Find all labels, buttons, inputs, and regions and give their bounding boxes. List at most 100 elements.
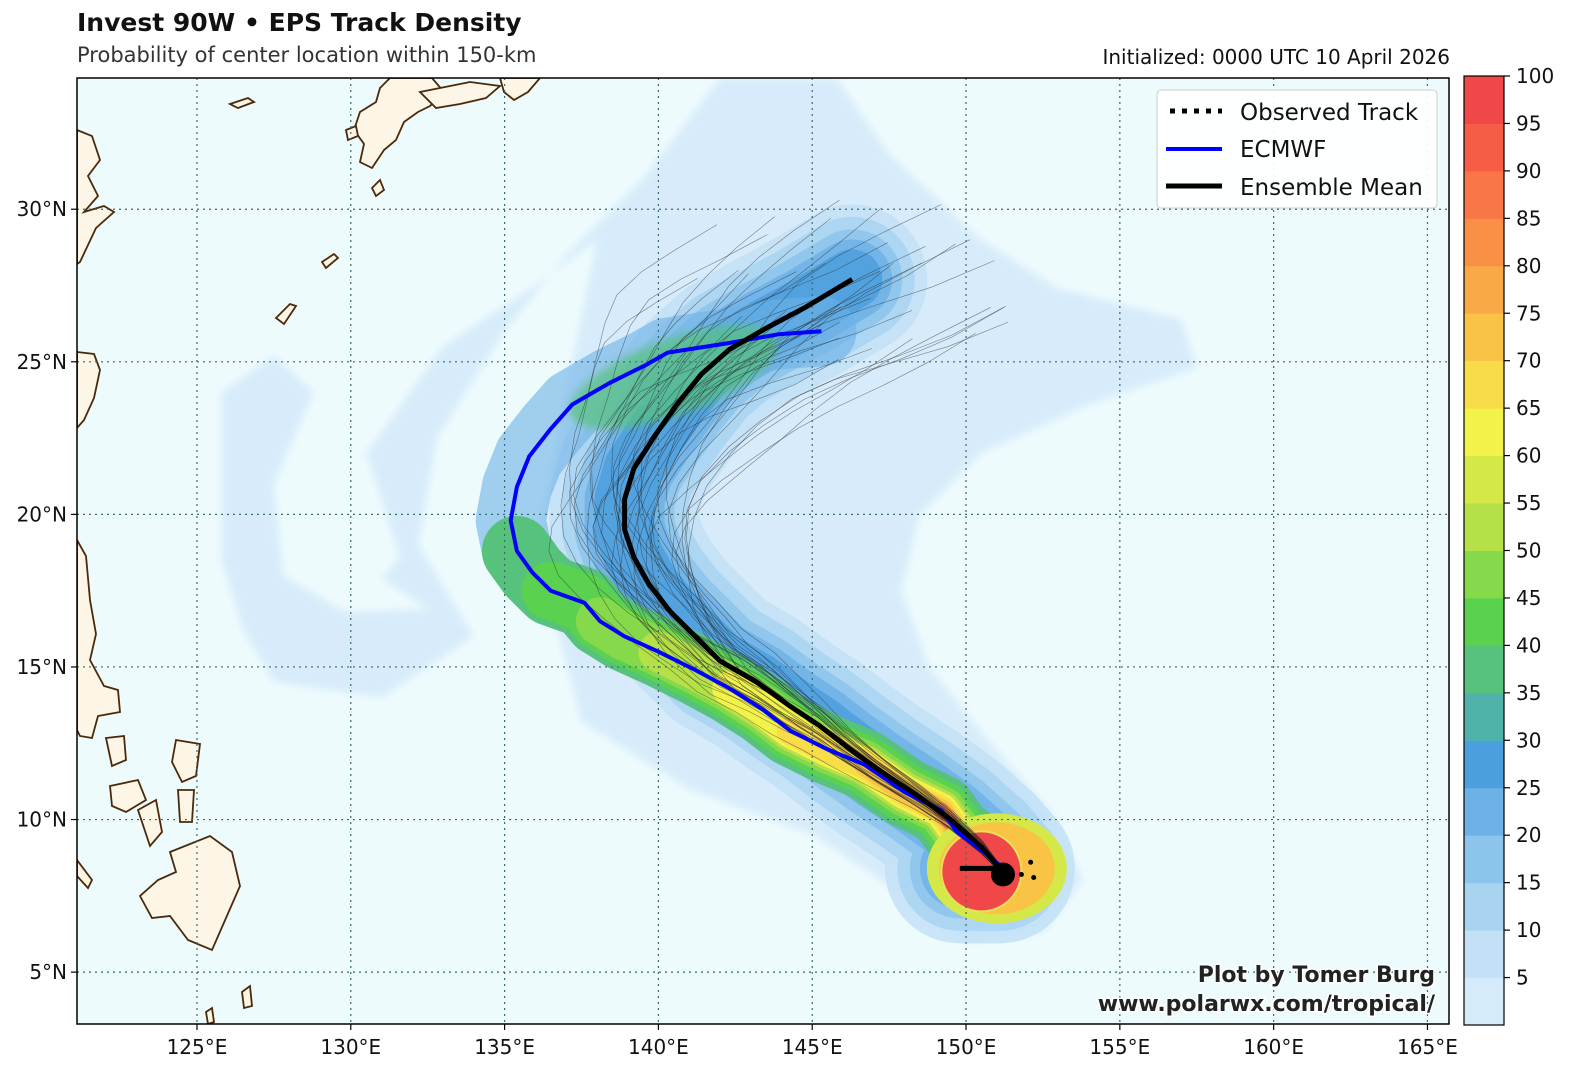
ensemble-member-track (610, 324, 1001, 871)
colorbar-swatch (1464, 265, 1504, 314)
ensemble-member-track (646, 338, 1001, 872)
panay-land (109, 778, 148, 814)
island-small-4 (205, 1006, 215, 1024)
y-tick-label: 30°N (17, 197, 67, 221)
x-tick-label: 165°E (1397, 1035, 1458, 1059)
y-tick-label: 5°N (29, 960, 67, 984)
observed-position-marker (990, 862, 1015, 887)
x-tick-label: 140°E (628, 1035, 689, 1059)
colorbar-swatch (1464, 692, 1504, 741)
colorbar-tick-label: 95 (1516, 111, 1541, 135)
colorbar-tick-label: 30 (1516, 728, 1541, 752)
colorbar (1464, 76, 1504, 1026)
ensemble-member-track (616, 359, 1001, 872)
chart-title: Invest 90W • EPS Track Density (77, 8, 522, 37)
ensemble-member-track (682, 260, 1001, 869)
colorbar-swatch (1464, 170, 1504, 219)
latitude-ticks: 5°N 10°N 15°N 20°N 25°N 30°N (17, 197, 77, 984)
grid-lines (77, 78, 1449, 1024)
y-tick-label: 25°N (17, 350, 67, 374)
tanegashima-land (344, 124, 360, 142)
credit-website: www.polarwx.com/tropical/ (1098, 992, 1436, 1017)
ensemble-member-track (589, 216, 1001, 869)
colorbar-swatch (1464, 550, 1504, 599)
ensemble-member-track (591, 234, 1001, 869)
initialized-time: Initialized: 0000 UTC 10 April 2026 (1102, 45, 1450, 69)
colorbar-tick-label: 60 (1516, 444, 1541, 468)
observed-track-point (1018, 871, 1024, 877)
plot-frame (76, 77, 1450, 1025)
colorbar-swatch (1464, 835, 1504, 884)
density-core-100 (940, 830, 1023, 913)
credit-author: Plot by Tomer Burg (1198, 963, 1435, 988)
japan-honshu-land (499, 78, 542, 102)
x-tick-label: 145°E (782, 1035, 843, 1059)
x-tick-label: 150°E (936, 1035, 997, 1059)
colorbar-ticks: 5 10 15 20 25 30 35 40 45 50 55 60 65 70 75 80 85 90 95 100 (1504, 64, 1554, 990)
land-layer (77, 78, 834, 1024)
colorbar-tick-label: 40 (1516, 633, 1541, 657)
legend-label-mean: Ensemble Mean (1240, 175, 1423, 201)
colorbar-swatch (1464, 123, 1504, 172)
colorbar-swatch (1464, 930, 1504, 979)
legend-box (1156, 89, 1438, 209)
colorbar-swatch (1464, 455, 1504, 504)
colorbar-swatch (1464, 76, 1504, 124)
x-tick-label: 135°E (474, 1035, 535, 1059)
ensemble-member-track (633, 207, 1001, 869)
samar-land (171, 738, 202, 784)
x-tick-label: 125°E (167, 1035, 228, 1059)
colorbar-tick-label: 75 (1516, 301, 1541, 325)
colorbar-tick-label: 15 (1516, 871, 1541, 895)
colorbar-swatch (1464, 503, 1504, 551)
taiwan-land (77, 351, 101, 430)
colorbar-tick-label: 100 (1516, 64, 1554, 88)
ensemble-member-track (613, 217, 1001, 869)
japan-shikoku-land (418, 81, 503, 109)
colorbar-swatch (1464, 218, 1504, 267)
colorbar-tick-label: 50 (1516, 539, 1541, 563)
colorbar-tick-label: 25 (1516, 776, 1541, 800)
island-small-3 (241, 984, 253, 1010)
colorbar-tick-label: 10 (1516, 918, 1541, 942)
observed-track-point (1031, 875, 1037, 881)
colorbar-tick-label: 55 (1516, 491, 1541, 515)
observed-track-dots (1018, 859, 1037, 881)
ensemble-member-track (650, 246, 1002, 869)
colorbar-tick-label: 70 (1516, 349, 1541, 373)
ensemble-member-track (671, 332, 1001, 871)
colorbar-tick-label: 90 (1516, 159, 1541, 183)
y-tick-label: 10°N (17, 808, 67, 832)
colorbar-tick-label: 45 (1516, 586, 1541, 610)
okinawa-land (320, 252, 340, 270)
colorbar-swatch (1464, 645, 1504, 694)
colorbar-tick-label: 20 (1516, 823, 1541, 847)
ecmwf-track-line (508, 329, 1002, 867)
colorbar-tick-label: 85 (1516, 206, 1541, 230)
longitude-ticks: 125°E 130°E 135°E 140°E 145°E 150°E 155°E 160°E… (167, 1024, 1458, 1059)
y-tick-label: 15°N (17, 655, 67, 679)
ensemble-member-track (548, 347, 1001, 872)
colorbar-swatch (1464, 787, 1504, 836)
legend-label-ecmwf: ECMWF (1240, 137, 1326, 163)
colorbar-swatch (1464, 597, 1504, 646)
mindanao-land (138, 834, 241, 952)
negros-land (136, 798, 163, 848)
amami-land (370, 178, 386, 198)
observed-track-point (1028, 859, 1034, 865)
palawan-land (77, 858, 94, 890)
ensemble-member-track (592, 310, 1001, 871)
colorbar-tick-label: 5 (1516, 966, 1529, 990)
colorbar-swatch (1464, 977, 1504, 1026)
y-tick-label: 20°N (17, 502, 67, 526)
island-small-1 (227, 97, 256, 109)
legend-label-observed: Observed Track (1240, 100, 1419, 126)
colorbar-swatch (1464, 313, 1504, 362)
density-band-5 (221, 78, 1197, 942)
ensemble-member-track (593, 311, 1001, 870)
ensemble-mean-track-line (622, 277, 1003, 871)
x-tick-label: 130°E (320, 1035, 381, 1059)
ensemble-member-track (637, 262, 1001, 869)
china-coast-land (77, 129, 116, 266)
colorbar-swatch (1464, 360, 1504, 409)
